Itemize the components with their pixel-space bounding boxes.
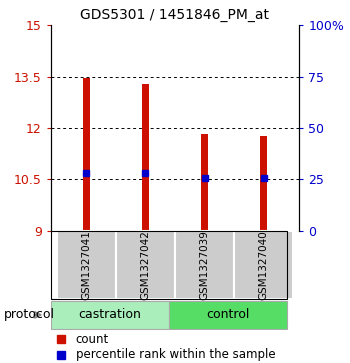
Text: protocol: protocol — [4, 308, 55, 321]
Text: GSM1327039: GSM1327039 — [199, 230, 210, 300]
Text: control: control — [206, 308, 250, 321]
Bar — [142, 84, 149, 231]
Bar — [169, 301, 287, 329]
Text: GSM1327041: GSM1327041 — [81, 230, 91, 300]
Bar — [260, 136, 267, 231]
Bar — [57, 231, 116, 299]
Bar — [234, 231, 293, 299]
Bar — [201, 134, 208, 231]
Bar — [116, 231, 175, 299]
Bar — [83, 78, 90, 231]
Text: castration: castration — [78, 308, 141, 321]
Title: GDS5301 / 1451846_PM_at: GDS5301 / 1451846_PM_at — [80, 8, 270, 22]
Text: count: count — [76, 333, 109, 346]
Bar — [175, 231, 234, 299]
Bar — [51, 301, 169, 329]
Text: percentile rank within the sample: percentile rank within the sample — [76, 348, 275, 361]
Text: GSM1327042: GSM1327042 — [140, 230, 150, 300]
Text: GSM1327040: GSM1327040 — [259, 230, 269, 300]
